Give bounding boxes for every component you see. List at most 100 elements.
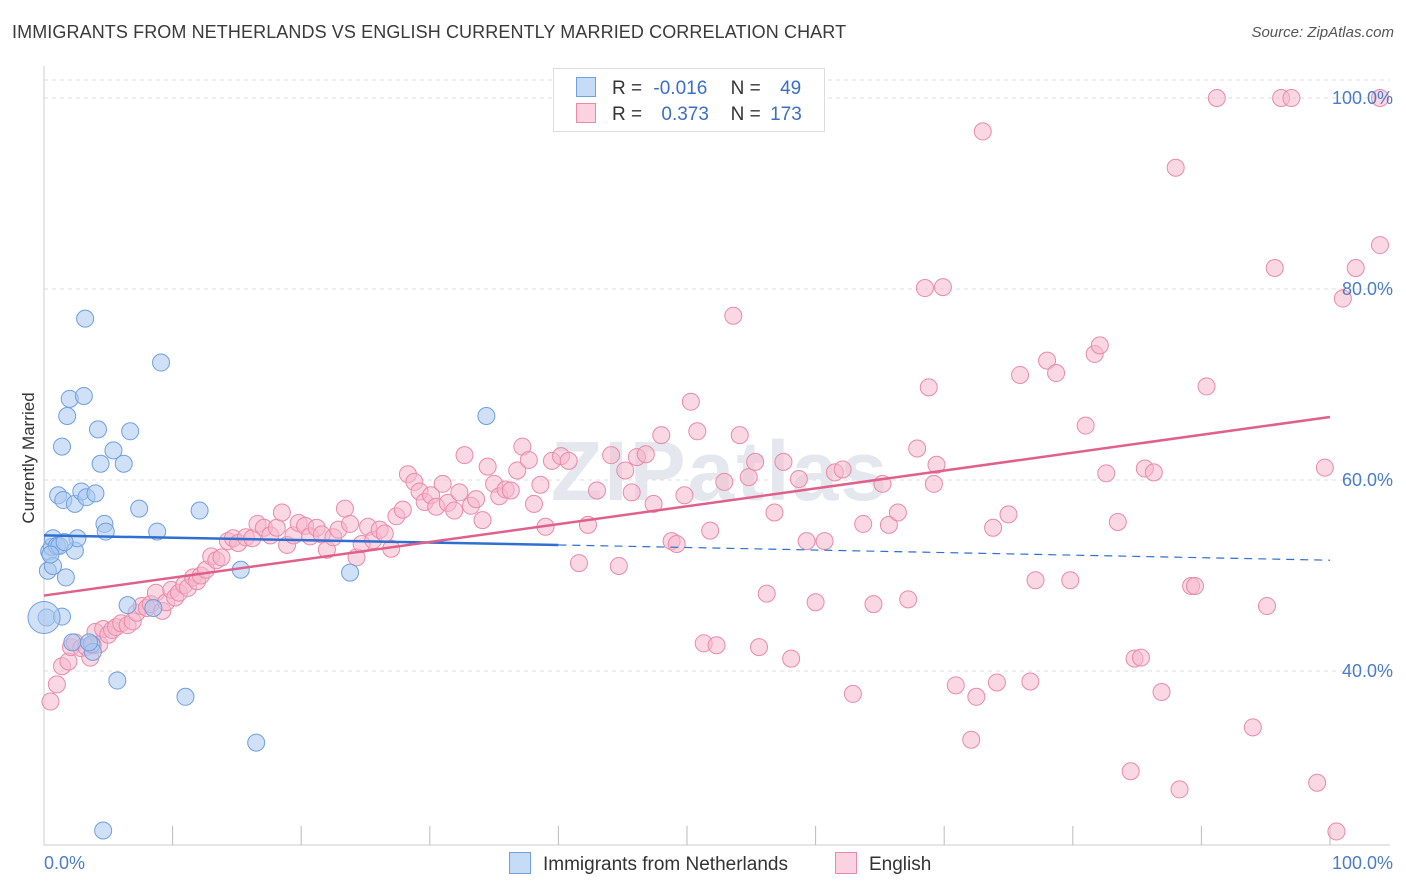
- english-point: [924, 474, 943, 493]
- english-point: [433, 474, 452, 493]
- english-point: [559, 451, 578, 470]
- english-point: [1121, 762, 1140, 781]
- english-point: [1090, 336, 1109, 355]
- english-point: [757, 584, 776, 603]
- english-point: [267, 518, 286, 537]
- legend-label-english: English: [869, 854, 932, 875]
- english-point: [1207, 89, 1226, 107]
- english-point: [1315, 458, 1334, 477]
- netherlands-trend-line: [43, 534, 559, 547]
- english-point: [501, 481, 520, 500]
- english-point: [789, 470, 808, 489]
- english-point: [622, 483, 641, 502]
- english-point: [843, 684, 862, 703]
- english-point: [888, 503, 907, 522]
- stats-legend: R = -0.016 N = 49 R = 0.373 N = 173: [553, 68, 825, 132]
- netherlands-point: [190, 501, 209, 520]
- netherlands-point: [144, 598, 163, 617]
- legend-swatch-english: [576, 103, 596, 123]
- netherlands-point: [108, 671, 127, 690]
- english-point: [1346, 258, 1365, 277]
- english-point: [644, 494, 663, 513]
- english-point: [1144, 463, 1163, 482]
- english-trend-line: [43, 415, 1331, 597]
- legend-label-netherlands: Immigrants from Netherlands: [543, 854, 788, 875]
- english-point: [999, 505, 1018, 524]
- x-tick-label: 100.0%: [1332, 853, 1393, 873]
- english-point: [1166, 158, 1185, 177]
- english-point: [467, 490, 486, 509]
- english-point: [1131, 648, 1150, 667]
- legend-swatch-netherlands: [576, 77, 596, 97]
- english-point: [724, 306, 743, 325]
- english-point: [1021, 672, 1040, 691]
- netherlands-point: [86, 484, 105, 503]
- english-point: [1257, 597, 1276, 616]
- english-point: [1108, 513, 1127, 532]
- english-point: [41, 692, 60, 711]
- english-point: [927, 455, 946, 474]
- english-point: [445, 501, 464, 520]
- y-tick-label: 80.0%: [1342, 279, 1393, 299]
- netherlands-point: [91, 454, 110, 473]
- english-point: [602, 446, 621, 465]
- english-point: [519, 450, 538, 469]
- english-points: [41, 89, 1389, 841]
- legend-r-label: R =: [612, 78, 643, 99]
- netherlands-point: [148, 522, 167, 541]
- english-point: [1327, 822, 1346, 841]
- netherlands-point: [41, 545, 60, 564]
- english-point: [864, 595, 883, 614]
- legend-n-value: 173: [770, 104, 802, 125]
- english-point: [962, 730, 981, 749]
- netherlands-point: [104, 441, 123, 460]
- english-point: [1371, 89, 1389, 107]
- netherlands-point: [63, 633, 82, 652]
- english-point: [616, 461, 635, 480]
- legend-row-netherlands: R = -0.016 N = 49: [576, 77, 801, 101]
- netherlands-point: [152, 353, 171, 372]
- english-point: [473, 511, 492, 530]
- english-point: [730, 426, 749, 445]
- english-point: [815, 532, 834, 551]
- english-point: [797, 532, 816, 551]
- english-point: [746, 452, 765, 471]
- english-point: [47, 675, 66, 694]
- english-point: [335, 499, 354, 518]
- y-tick-label: 60.0%: [1342, 470, 1393, 490]
- english-point: [750, 638, 769, 657]
- netherlands-point: [477, 407, 496, 426]
- english-point: [675, 486, 694, 505]
- english-point: [393, 500, 412, 519]
- netherlands-points: [27, 309, 496, 840]
- english-point: [1308, 773, 1327, 792]
- english-point: [1152, 683, 1171, 702]
- netherlands-point: [247, 733, 266, 752]
- tick-labels: 40.0% 60.0% 80.0% 100.0% 0.0% 100.0%: [44, 88, 1393, 873]
- english-point: [1047, 364, 1066, 383]
- netherlands-point: [76, 309, 95, 328]
- english-point: [1197, 377, 1216, 396]
- legend-n-label: N =: [730, 78, 761, 99]
- english-point: [609, 556, 628, 575]
- english-point: [1076, 416, 1095, 435]
- english-point: [1026, 571, 1045, 590]
- english-point: [531, 475, 550, 494]
- english-point: [854, 514, 873, 533]
- english-point: [1097, 464, 1116, 483]
- netherlands-point: [121, 422, 140, 441]
- english-point: [967, 687, 986, 706]
- legend-r-value: -0.016: [653, 78, 708, 99]
- english-point: [1371, 236, 1389, 255]
- legend-n-label: N =: [730, 104, 761, 125]
- netherlands-point: [114, 454, 133, 473]
- netherlands-point: [130, 499, 149, 518]
- legend-swatch-english: [835, 852, 857, 874]
- english-point: [707, 636, 726, 655]
- english-point: [739, 468, 758, 487]
- english-point: [375, 524, 394, 543]
- english-point: [1061, 571, 1080, 590]
- chart-title: IMMIGRANTS FROM NETHERLANDS VS ENGLISH C…: [12, 22, 847, 42]
- english-point: [1333, 289, 1352, 308]
